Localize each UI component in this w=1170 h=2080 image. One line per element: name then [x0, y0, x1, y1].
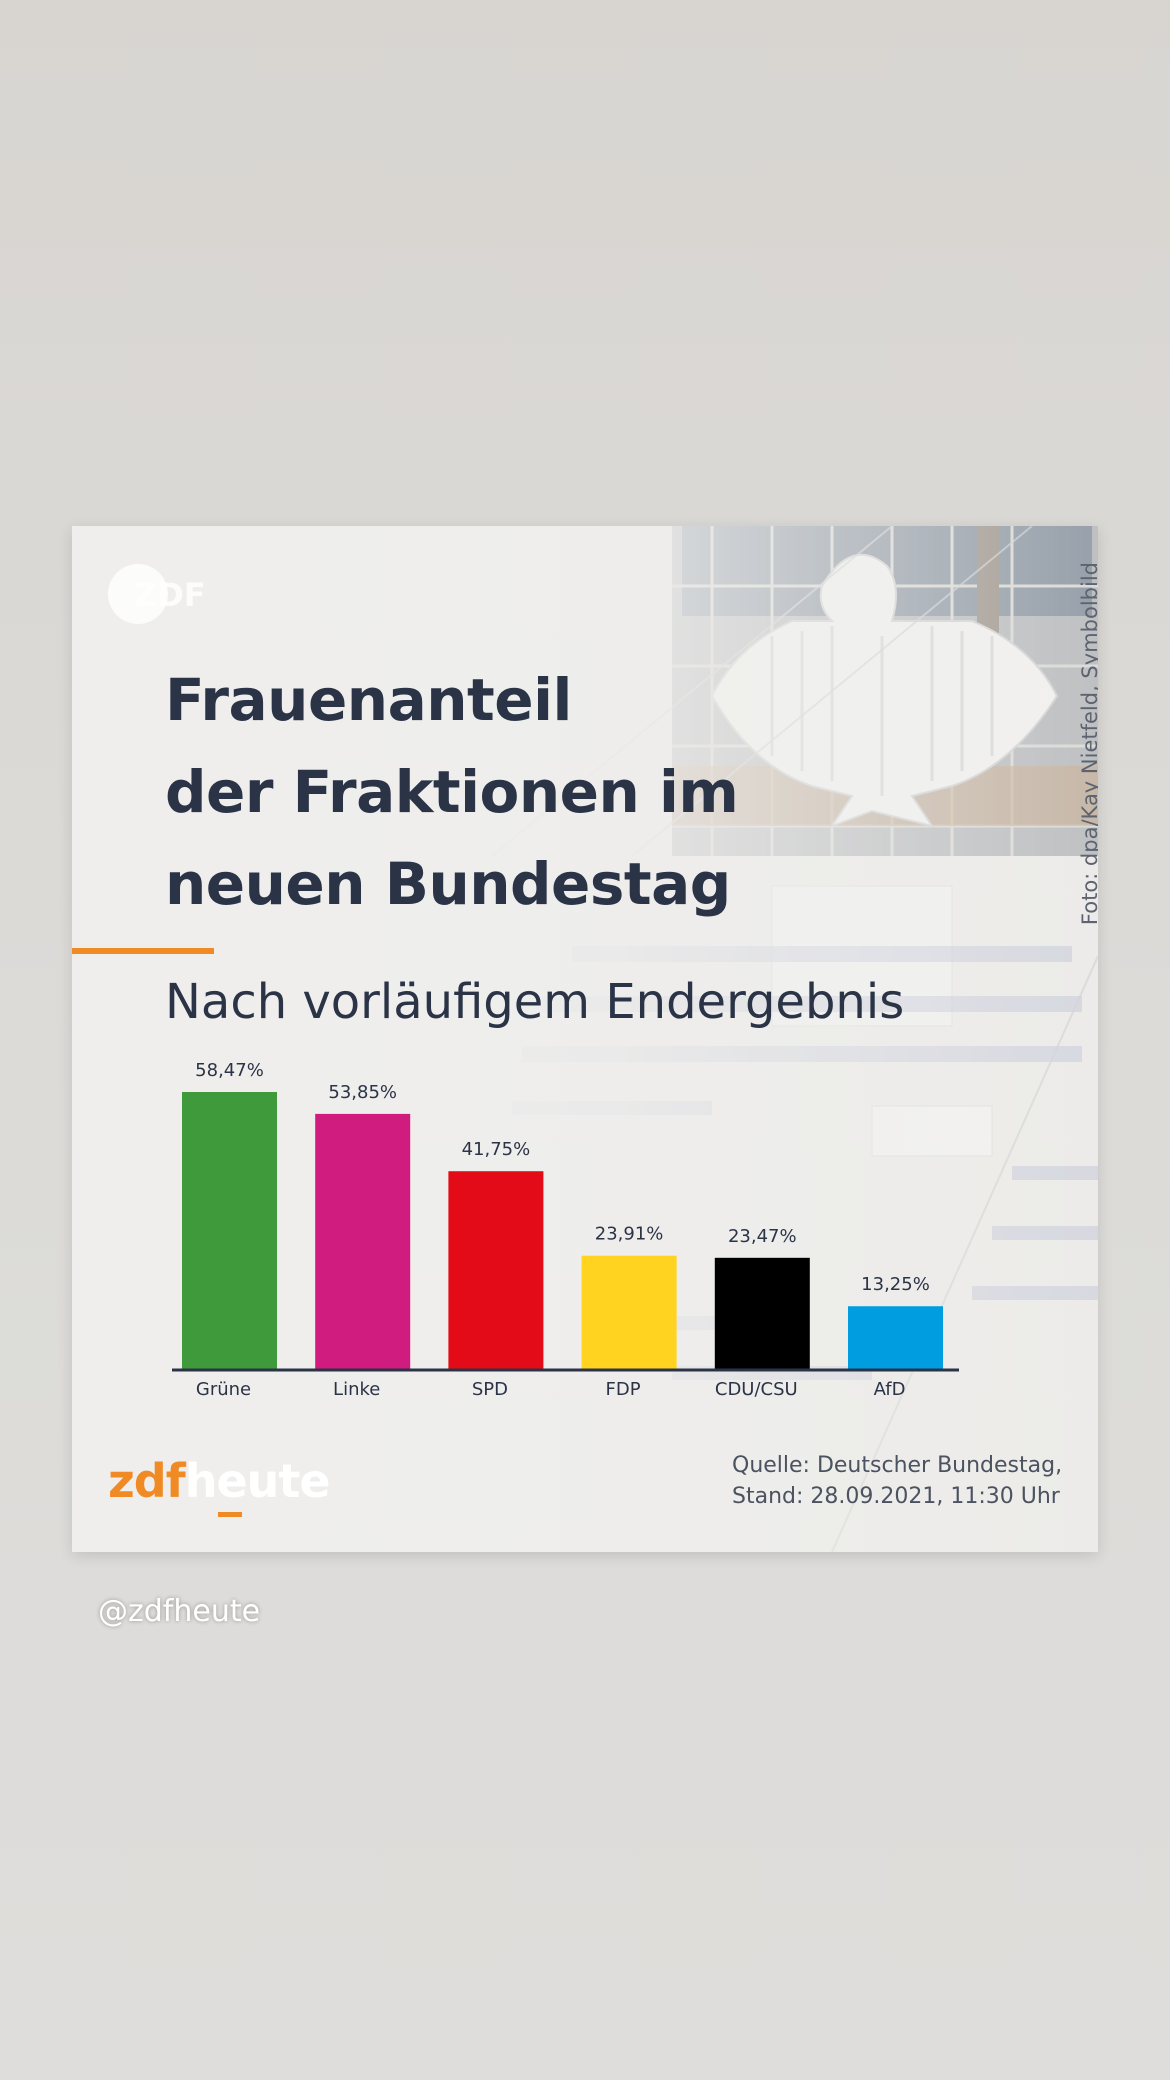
- bar-gr-ne: [182, 1092, 277, 1369]
- svg-text:ZDF: ZDF: [134, 576, 206, 614]
- bar-value-label: 58,47%: [195, 1060, 264, 1081]
- bar-value-label: 23,91%: [595, 1224, 664, 1245]
- infographic-card: ZDF Frauenanteil der Fraktionen im neuen…: [72, 526, 1098, 1552]
- brand-heute: heute: [184, 1454, 331, 1508]
- bar-value-label: 41,75%: [462, 1139, 531, 1160]
- zdfheute-logo: zdfheute: [108, 1454, 331, 1517]
- bar-value-label: 23,47%: [728, 1226, 797, 1247]
- source-line: Stand: 28.09.2021, 11:30 Uhr: [732, 1484, 1060, 1509]
- bundestag-background-photo: [72, 526, 1098, 1552]
- bar-cdu-csu: [714, 1257, 810, 1369]
- category-label: AfD: [874, 1379, 906, 1400]
- bar-fdp: [581, 1255, 677, 1369]
- category-label: SPD: [472, 1379, 508, 1400]
- infographic-subtitle: Nach vorläufigem Endergebnis: [165, 974, 905, 1030]
- zdf-watermark-icon: ZDF: [108, 564, 206, 624]
- bar-afd: [848, 1306, 943, 1369]
- accent-divider: [72, 948, 214, 954]
- source-note: Quelle: Deutscher Bundestag, Stand: 28.0…: [732, 1450, 1062, 1512]
- category-label: CDU/CSU: [715, 1379, 798, 1400]
- bar-value-label: 53,85%: [328, 1082, 397, 1103]
- bar-chart: 58,47% Grüne 53,85% Linke 41,75% SPD 23,91% FDP…: [172, 1060, 959, 1400]
- title-line: der Fraktionen im: [165, 758, 739, 826]
- account-handle[interactable]: @zdfheute: [98, 1594, 261, 1629]
- brand-underline: [218, 1512, 242, 1517]
- category-label: Grüne: [196, 1379, 251, 1400]
- category-label: FDP: [606, 1379, 641, 1400]
- bar-value-label: 13,25%: [861, 1274, 930, 1295]
- title-line: Frauenanteil: [165, 666, 572, 734]
- source-line: Quelle: Deutscher Bundestag,: [732, 1453, 1063, 1478]
- brand-zdf: zdf: [108, 1454, 186, 1508]
- title-line: neuen Bundestag: [165, 850, 731, 918]
- category-label: Linke: [333, 1379, 380, 1400]
- infographic-title: Frauenanteil der Fraktionen im neuen Bun…: [165, 654, 865, 930]
- bar-linke: [315, 1113, 411, 1369]
- bar-spd: [448, 1171, 544, 1369]
